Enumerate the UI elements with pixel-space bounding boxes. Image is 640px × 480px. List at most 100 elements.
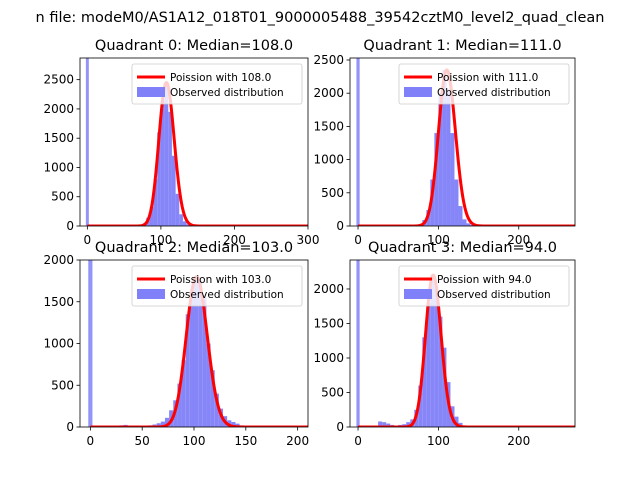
poisson-curve bbox=[357, 68, 575, 226]
hist-bar bbox=[164, 417, 170, 427]
hist-bar bbox=[378, 421, 383, 427]
y-tick-label: 1000 bbox=[313, 153, 344, 167]
panel-title: Quadrant 2: Median=103.0 bbox=[95, 240, 293, 256]
legend-line-label: Poission with 108.0 bbox=[170, 72, 271, 84]
hist-bar bbox=[160, 421, 165, 427]
hist-bar bbox=[175, 193, 180, 226]
hist-bar bbox=[434, 133, 439, 226]
hist-bar bbox=[157, 132, 161, 226]
y-tick-label: 0 bbox=[66, 420, 74, 434]
hist-bar bbox=[202, 297, 207, 427]
hist-bar bbox=[454, 416, 459, 427]
y-tick-label: 2000 bbox=[43, 253, 74, 267]
y-tick-label: 2000 bbox=[313, 282, 344, 296]
hist-bar bbox=[438, 316, 443, 427]
y-tick-label: 1000 bbox=[43, 337, 74, 351]
y-tick-label: 2000 bbox=[313, 86, 344, 100]
figure-suptitle: n file: modeM0/AS1A12_018T01_9000005488_… bbox=[36, 10, 605, 26]
hist-bar bbox=[458, 206, 463, 226]
x-tick-label: 200 bbox=[507, 233, 530, 247]
hist-bar bbox=[149, 206, 154, 226]
y-tick-label: 0 bbox=[66, 219, 74, 233]
legend-bar-swatch bbox=[404, 289, 432, 299]
zero-bin-bar bbox=[356, 58, 360, 226]
y-tick-label: 1500 bbox=[313, 119, 344, 133]
hist-bar bbox=[386, 423, 391, 427]
hist-bar bbox=[466, 223, 471, 226]
hist-bar bbox=[182, 221, 187, 226]
hist-bar bbox=[462, 219, 467, 226]
hist-bar bbox=[214, 393, 219, 427]
hist-bar bbox=[430, 275, 435, 427]
hist-bar bbox=[171, 155, 176, 226]
y-tick-label: 0 bbox=[336, 420, 344, 434]
hist-bar bbox=[153, 179, 158, 226]
hist-bar bbox=[442, 347, 447, 427]
zero-bin-bar bbox=[356, 260, 360, 427]
x-tick-label: 200 bbox=[286, 434, 309, 448]
y-tick-label: 2500 bbox=[43, 73, 74, 87]
hist-bar bbox=[406, 422, 411, 427]
hist-bar bbox=[426, 302, 431, 427]
panel-title: Quadrant 0: Median=108.0 bbox=[95, 38, 293, 54]
x-tick-label: 300 bbox=[297, 233, 320, 247]
hist-bar bbox=[164, 82, 169, 226]
y-tick-label: 1500 bbox=[43, 295, 74, 309]
hist-bar bbox=[181, 360, 186, 427]
x-tick-label: 100 bbox=[427, 434, 450, 448]
hist-bar bbox=[418, 385, 423, 427]
hist-bar bbox=[194, 276, 199, 427]
zero-bin-bar bbox=[88, 260, 93, 427]
hist-bar bbox=[454, 179, 459, 226]
hist-bar bbox=[434, 285, 439, 427]
legend-bar-swatch bbox=[137, 289, 165, 299]
x-tick-label: 100 bbox=[427, 233, 450, 247]
hist-bar bbox=[185, 314, 190, 427]
y-tick-label: 1500 bbox=[43, 131, 74, 145]
hist-bar bbox=[179, 214, 183, 226]
zero-bin-bar bbox=[85, 58, 89, 226]
hist-bar bbox=[186, 224, 191, 226]
hist-bar bbox=[430, 179, 435, 226]
legend-box bbox=[131, 265, 303, 307]
x-tick-label: 50 bbox=[135, 434, 150, 448]
hist-bar bbox=[156, 423, 161, 427]
legend-box bbox=[131, 63, 303, 105]
hist-bar bbox=[422, 337, 427, 427]
y-tick-label: 2000 bbox=[43, 102, 74, 116]
panel-title: Quadrant 1: Median=111.0 bbox=[363, 38, 561, 54]
x-tick-label: 0 bbox=[354, 434, 362, 448]
legend-line-label: Poission with 103.0 bbox=[170, 274, 271, 286]
hist-bar bbox=[160, 100, 165, 226]
hist-bar bbox=[168, 111, 172, 226]
x-tick-label: 100 bbox=[183, 434, 206, 448]
hist-bar bbox=[177, 383, 182, 427]
panel-title: Quadrant 3: Median=94.0 bbox=[368, 240, 557, 256]
x-tick-label: 200 bbox=[223, 233, 246, 247]
hist-bar bbox=[450, 133, 455, 226]
legend-bar-label: Observed distribution bbox=[437, 289, 551, 301]
x-tick-label: 100 bbox=[149, 233, 172, 247]
y-tick-label: 1500 bbox=[313, 316, 344, 330]
axes-frame bbox=[349, 57, 576, 227]
legend-bar-label: Observed distribution bbox=[437, 87, 551, 99]
y-tick-label: 0 bbox=[336, 219, 344, 233]
legend-bar-swatch bbox=[404, 87, 432, 97]
hist-bar bbox=[206, 343, 211, 427]
y-tick-label: 500 bbox=[321, 186, 344, 200]
y-tick-label: 1000 bbox=[43, 160, 74, 174]
x-tick-label: 0 bbox=[87, 434, 95, 448]
y-tick-label: 500 bbox=[51, 378, 74, 392]
x-tick-label: 0 bbox=[354, 233, 362, 247]
y-tick-label: 1000 bbox=[313, 351, 344, 365]
axes-frame bbox=[79, 57, 309, 227]
panel-0: 0 100 200 300 0 500 1000 1500 2000 2500 Poission w… bbox=[43, 38, 319, 247]
legend-line-label: Poission with 94.0 bbox=[437, 274, 532, 286]
legend-bar-label: Observed distribution bbox=[170, 289, 284, 301]
axes-frame bbox=[349, 259, 576, 428]
hist-bar bbox=[382, 422, 387, 427]
legend-bar-label: Observed distribution bbox=[170, 87, 284, 99]
